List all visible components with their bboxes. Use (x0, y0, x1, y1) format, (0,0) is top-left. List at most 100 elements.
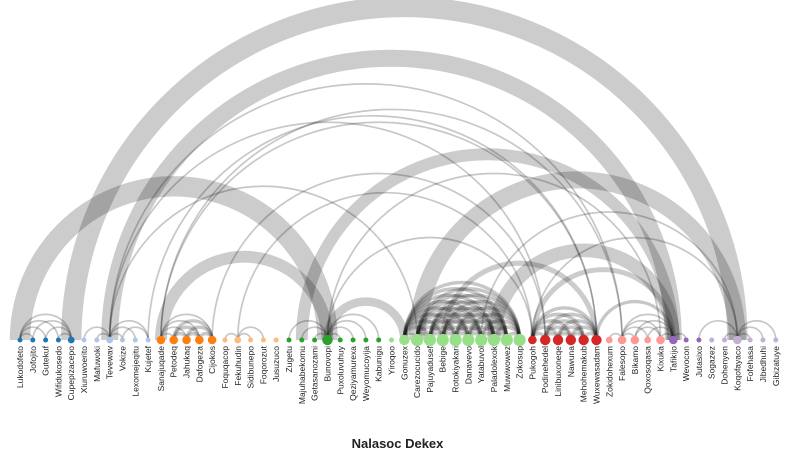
arc-link (466, 312, 522, 341)
arc-node[interactable] (132, 337, 138, 343)
arc-node[interactable] (669, 335, 678, 345)
node-label: Gutekuf (41, 345, 51, 375)
arc-node[interactable] (350, 337, 356, 343)
node-label: Wevocon (681, 346, 691, 382)
arc-link (408, 171, 746, 341)
arc-node[interactable] (683, 337, 689, 343)
arc-node[interactable] (617, 335, 627, 345)
arc-node[interactable] (363, 337, 369, 343)
arc-node[interactable] (106, 336, 114, 344)
arc-node[interactable] (207, 335, 217, 345)
arc-node[interactable] (43, 337, 49, 343)
node-label: Paladolexok (489, 345, 499, 392)
arc-node[interactable] (565, 334, 577, 346)
arc-node[interactable] (696, 337, 702, 343)
node-label: Linibuxoneqe (553, 346, 563, 397)
arc-link (108, 326, 137, 341)
arc-node[interactable] (376, 337, 382, 343)
arc-link (441, 319, 483, 341)
node-label: Jofojito (28, 346, 38, 373)
arc-node[interactable] (234, 336, 242, 344)
arc-node[interactable] (388, 337, 394, 343)
node-label: Bebige (438, 346, 448, 373)
arc-node[interactable] (94, 337, 100, 343)
arc-node[interactable] (773, 337, 779, 343)
arc-node[interactable] (760, 337, 766, 343)
arc-link (531, 236, 739, 341)
arc-node[interactable] (578, 334, 589, 346)
arc-node[interactable] (462, 333, 475, 347)
arc-node[interactable] (540, 334, 551, 346)
arc-link (487, 243, 681, 341)
arc-link (556, 319, 599, 341)
arc-link (402, 312, 458, 341)
arc-node[interactable] (299, 337, 305, 343)
arc-link (736, 326, 764, 341)
arc-node[interactable] (475, 333, 488, 347)
arc-node[interactable] (709, 337, 715, 343)
arc-node[interactable] (630, 335, 640, 345)
node-label: Petodeq (169, 346, 179, 378)
arc-node[interactable] (260, 337, 266, 343)
arc-link (453, 306, 522, 341)
arc-link (530, 306, 599, 341)
arc-node-labels: Lukodofeto Jofojito Gutekuf Wifidukosedo Cup… (15, 345, 781, 404)
arc-node[interactable] (733, 335, 742, 345)
arc-node[interactable] (449, 333, 462, 347)
node-label: Dafogeza (194, 346, 204, 383)
arc-node[interactable] (156, 335, 166, 345)
arc-node[interactable] (722, 337, 728, 343)
arc-node[interactable] (195, 335, 204, 345)
arc-node[interactable] (747, 337, 753, 343)
arc-node[interactable] (528, 335, 537, 345)
arc-nodes (17, 333, 779, 347)
arc-link (402, 280, 522, 341)
arc-node[interactable] (322, 334, 333, 346)
node-label: Lukodofeto (15, 346, 25, 388)
arc-node[interactable] (411, 333, 424, 347)
arc-node[interactable] (312, 337, 318, 343)
arc-node[interactable] (436, 333, 449, 347)
arc-node[interactable] (119, 337, 125, 343)
node-label: Majuhabekomu (297, 346, 307, 404)
arc-node[interactable] (487, 333, 501, 347)
arc-node[interactable] (81, 337, 87, 343)
arc-node[interactable] (182, 335, 191, 345)
node-label: Muwiwowez (502, 346, 512, 392)
arc-link (415, 287, 522, 341)
node-label: Foqorozut (258, 345, 268, 384)
arc-link (402, 299, 483, 341)
arc-node[interactable] (552, 334, 564, 346)
arc-node[interactable] (656, 335, 665, 345)
arc-node[interactable] (169, 335, 179, 345)
arc-node[interactable] (222, 337, 228, 343)
arc-node[interactable] (337, 337, 343, 343)
arc-node[interactable] (399, 334, 410, 346)
node-label: Podinehedel (540, 346, 550, 393)
arc-node[interactable] (273, 337, 279, 343)
arc-node[interactable] (513, 333, 526, 347)
arc-link (441, 312, 496, 341)
node-label: Yatabuvol (476, 346, 486, 383)
arc-node[interactable] (30, 337, 36, 343)
arc-links (9, 0, 777, 341)
arc-node[interactable] (500, 333, 513, 347)
arc-link (441, 306, 509, 341)
node-label: Fofehasa (745, 346, 755, 382)
arc-link (326, 172, 662, 341)
arc-node[interactable] (17, 337, 23, 343)
arc-node[interactable] (605, 336, 613, 344)
arc-node[interactable] (591, 334, 602, 346)
arc-node[interactable] (145, 337, 151, 343)
arc-node[interactable] (55, 337, 61, 343)
arc-node[interactable] (644, 336, 652, 344)
node-label: Mafuwoki (92, 346, 102, 382)
arc-node[interactable] (286, 337, 292, 343)
arc-link (698, 320, 739, 341)
arc-node[interactable] (423, 333, 437, 347)
arc-node[interactable] (67, 336, 75, 344)
arc-link (466, 319, 509, 341)
arc-link (530, 319, 573, 341)
arc-node[interactable] (248, 337, 254, 343)
node-label: Gibizatuye (771, 346, 781, 386)
